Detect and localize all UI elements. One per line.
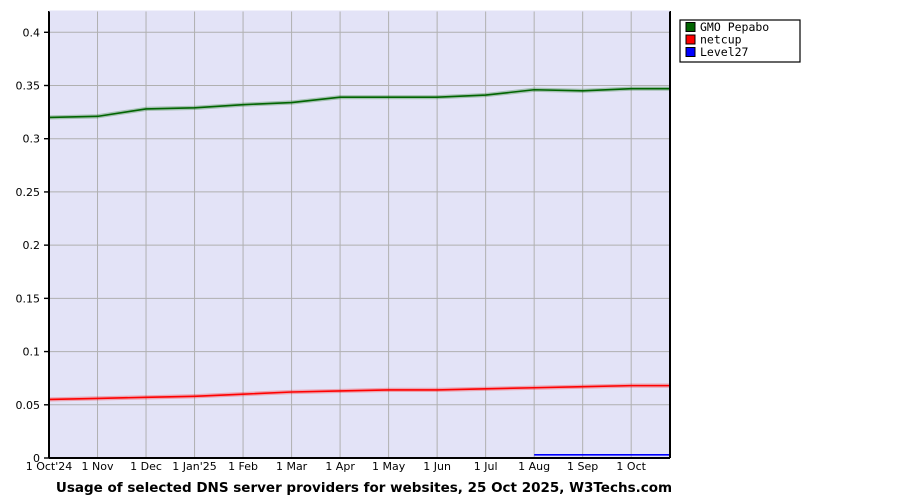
series-layer [48, 86, 670, 456]
horizontal-gridlines [49, 31, 670, 406]
x-tick-label: 1 Apr [325, 460, 355, 473]
x-tick-label: 1 Aug [518, 460, 550, 473]
legend-label: netcup [700, 33, 742, 47]
x-tick-label: 1 Jun [423, 460, 451, 473]
chart-caption: Usage of selected DNS server providers f… [56, 480, 672, 496]
x-axis-ticks: 1 Oct'24 1 Nov 1 Dec 1 Jan'25 1 Feb 1 Mar 1 Ap… [26, 460, 647, 473]
x-tick-label: 1 Dec [130, 460, 162, 473]
legend-swatch-gmo-pepabo [685, 22, 696, 32]
y-tick-label: 0 [33, 452, 40, 465]
y-tick-label: 0.35 [16, 80, 41, 93]
x-tick-label: 1 Jan'25 [172, 460, 216, 473]
y-tick-label: 0.1 [23, 346, 41, 359]
y-tick-label: 0.15 [16, 292, 41, 305]
series-netcup [48, 383, 670, 402]
x-tick-label: 1 Sep [567, 460, 598, 473]
y-tick-label: 0.25 [16, 186, 41, 199]
series-gmo-pepabo [48, 86, 670, 120]
y-tick-label: 0.4 [23, 26, 41, 39]
y-tick-label: 0.3 [23, 133, 41, 146]
legend-label: Level27 [700, 45, 749, 59]
series-line [48, 87, 670, 119]
vertical-gridlines [97, 11, 632, 458]
x-tick-label: 1 Nov [82, 460, 114, 473]
y-tick-label: 0.2 [23, 239, 41, 252]
y-tick-label: 0.05 [16, 399, 41, 412]
legend-label: GMO Pepabo [700, 20, 769, 34]
x-tick-label: 1 May [372, 460, 406, 473]
y-axis-ticks: 0 0.05 0.1 0.15 0.2 0.25 0.3 0.35 0.4 [16, 26, 49, 465]
series-line [48, 384, 670, 401]
x-tick-label: 1 Oct'24 [26, 460, 73, 473]
legend-swatch-netcup [685, 34, 696, 45]
x-tick-label: 1 Oct [616, 460, 646, 473]
legend-swatch-level27 [685, 47, 696, 57]
x-tick-label: 1 Mar [276, 460, 308, 473]
x-tick-label: 1 Feb [228, 460, 258, 473]
legend-box [679, 19, 801, 63]
x-tick-label: 1 Jul [474, 460, 498, 473]
